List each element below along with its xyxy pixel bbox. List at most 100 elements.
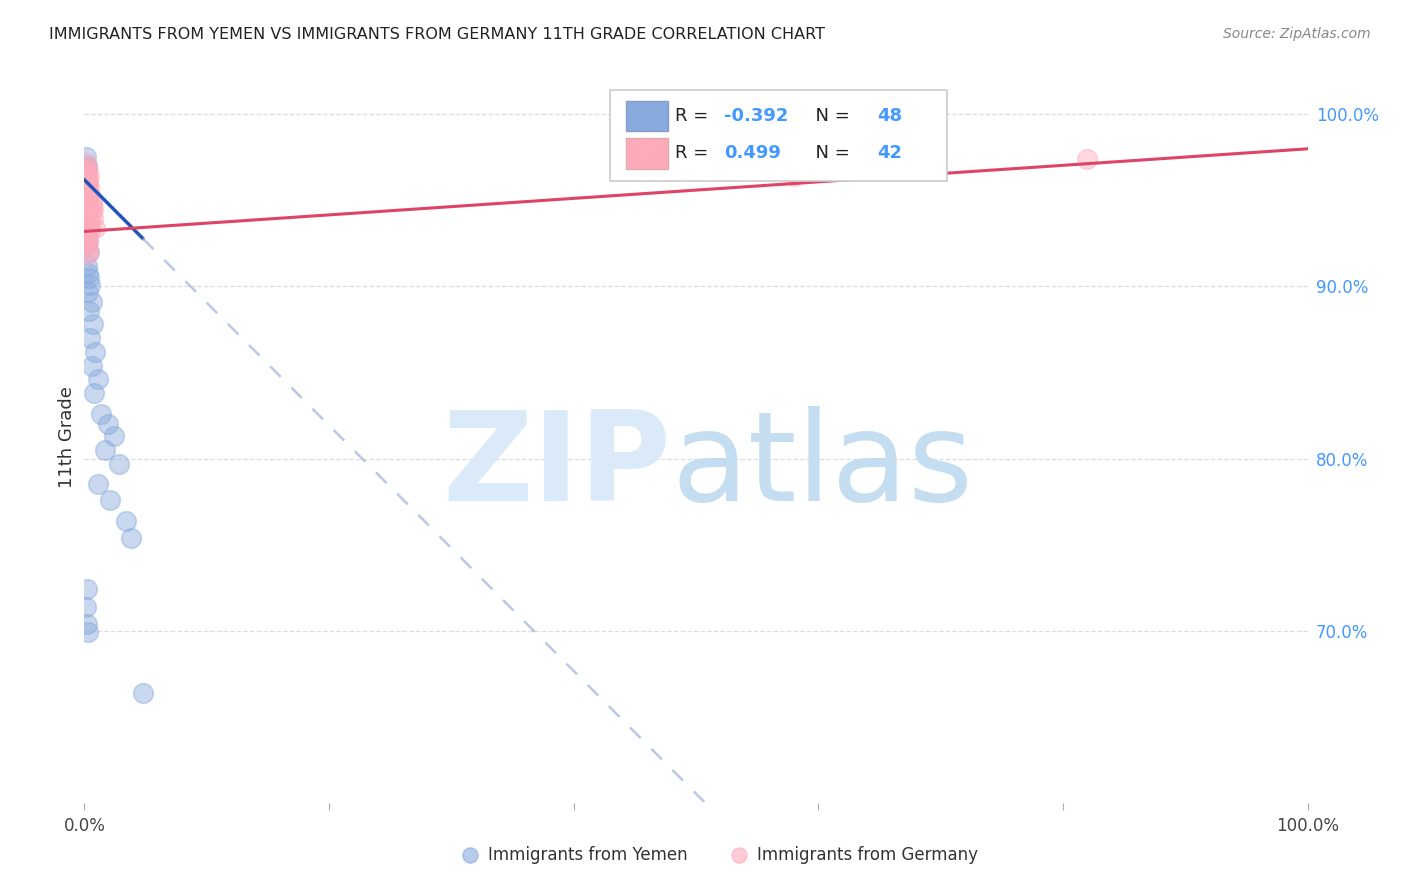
Point [76, 162, 98, 177]
Point [77, 226, 100, 240]
Point [82, 211, 104, 225]
Point [82, 318, 104, 332]
Point [115, 514, 138, 528]
FancyBboxPatch shape [626, 101, 668, 131]
Point [97, 417, 120, 432]
Text: R =: R = [675, 107, 714, 125]
Point [75, 174, 97, 188]
Point [76, 181, 98, 195]
Point [76, 164, 98, 178]
Point [75, 227, 97, 242]
Point [783, 169, 806, 184]
Point [75, 186, 97, 201]
Point [75, 169, 97, 184]
Text: -0.392: -0.392 [724, 107, 789, 125]
Point [80, 203, 103, 218]
Point [107, 457, 129, 471]
Point [103, 429, 125, 443]
Point [76, 207, 98, 221]
Point [76, 223, 98, 237]
Point [77, 235, 100, 249]
Point [75, 190, 97, 204]
Point [77, 245, 100, 260]
Point [76, 192, 98, 206]
Point [84, 221, 107, 235]
Point [75, 186, 97, 201]
Point [80, 359, 103, 373]
Text: Immigrants from Germany: Immigrants from Germany [758, 847, 979, 864]
Point [77, 625, 100, 640]
Point [80, 195, 103, 210]
Point [75, 200, 97, 214]
Point [76, 178, 98, 192]
Point [80, 295, 103, 310]
Point [76, 159, 98, 173]
Point [75, 195, 97, 210]
Point [75, 599, 97, 614]
Point [76, 259, 98, 273]
FancyBboxPatch shape [610, 90, 946, 181]
Point [75, 178, 97, 192]
Point [76, 173, 98, 187]
Text: 42: 42 [877, 145, 903, 162]
Point [83, 386, 105, 401]
Point [75, 197, 97, 211]
Point [75, 211, 97, 225]
Point [76, 194, 98, 208]
Point [76, 219, 98, 234]
Point [79, 277, 101, 292]
Point [76, 221, 98, 235]
Text: atlas: atlas [672, 406, 973, 527]
Point [1076, 152, 1098, 166]
Text: Immigrants from Yemen: Immigrants from Yemen [488, 847, 688, 864]
Point [75, 161, 97, 175]
Point [77, 169, 100, 184]
Point [76, 218, 98, 232]
Text: 48: 48 [877, 107, 903, 125]
Point [77, 244, 100, 258]
Point [76, 209, 98, 223]
Point [77, 218, 100, 232]
Point [76, 616, 98, 631]
Point [76, 231, 98, 245]
Text: 0.499: 0.499 [724, 145, 780, 162]
FancyBboxPatch shape [626, 138, 668, 169]
Point [84, 344, 107, 359]
Text: Source: ZipAtlas.com: Source: ZipAtlas.com [1223, 27, 1371, 41]
Point [77, 233, 100, 247]
Point [77, 203, 100, 218]
Point [77, 181, 100, 195]
Point [79, 331, 101, 345]
Point [82, 202, 104, 216]
Point [76, 238, 98, 252]
Point [79, 216, 101, 230]
Point [75, 203, 97, 218]
Point [75, 171, 97, 186]
Point [75, 202, 97, 216]
Point [79, 188, 101, 202]
Point [77, 211, 100, 225]
Point [76, 582, 98, 597]
Text: R =: R = [675, 145, 714, 162]
Point [80, 197, 103, 211]
Point [76, 162, 98, 177]
Point [77, 303, 100, 318]
Point [77, 266, 100, 280]
Y-axis label: 11th Grade: 11th Grade [58, 386, 76, 488]
Point [132, 686, 155, 700]
Point [90, 407, 112, 421]
Point [120, 531, 142, 545]
Text: ZIP: ZIP [443, 406, 672, 527]
Point [75, 150, 97, 164]
Point [77, 247, 100, 261]
Point [75, 168, 97, 182]
Point [76, 198, 98, 212]
Point [77, 176, 100, 190]
Point [98, 492, 121, 507]
Point [75, 181, 97, 195]
Point [94, 442, 117, 457]
Text: N =: N = [804, 145, 855, 162]
Point [75, 155, 97, 169]
Point [77, 285, 100, 299]
Point [76, 238, 98, 252]
